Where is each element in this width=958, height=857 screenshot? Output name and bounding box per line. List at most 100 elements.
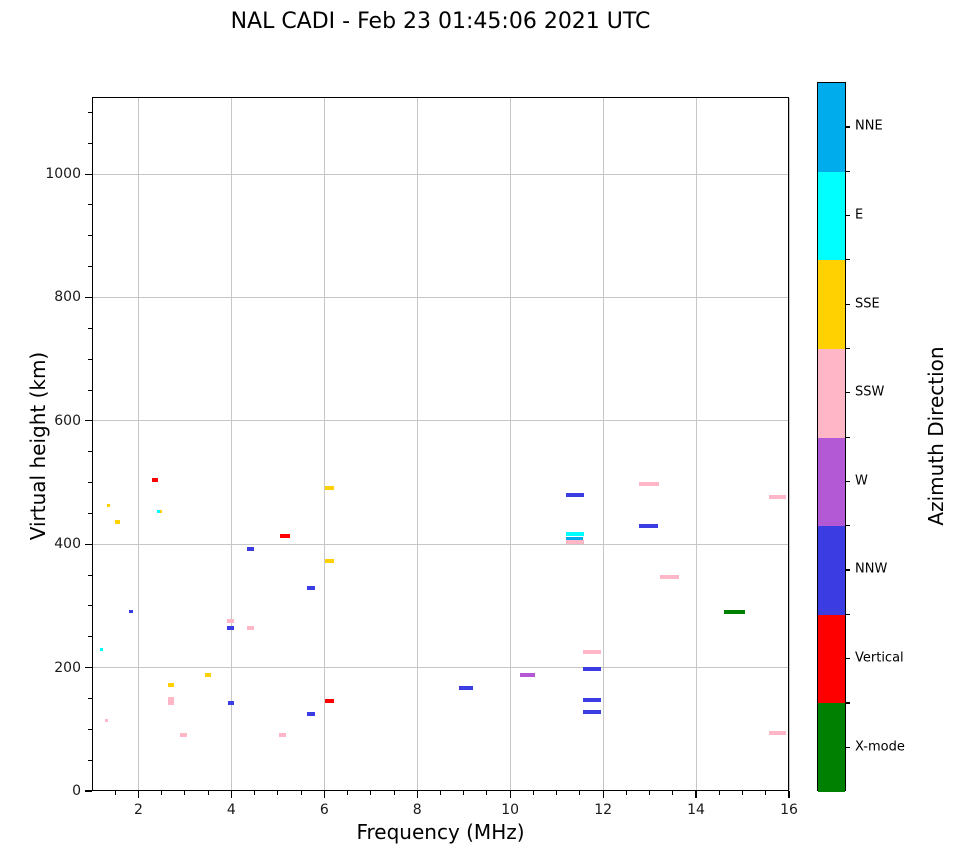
x-minor-tick xyxy=(114,791,116,795)
x-tick-8 xyxy=(416,791,418,798)
x-tick-4 xyxy=(230,791,232,798)
y-minor-tick xyxy=(88,512,92,514)
data-point-vertical xyxy=(151,477,158,482)
colorbar-segment-nne xyxy=(818,83,845,172)
data-point-nnw xyxy=(459,685,474,690)
x-tick-label-8: 8 xyxy=(412,802,422,818)
y-tick-800 xyxy=(85,296,92,299)
y-minor-tick xyxy=(88,574,92,576)
x-tick-label-16: 16 xyxy=(780,802,798,818)
x-minor-tick xyxy=(347,791,349,795)
colorbar-segment-nnw xyxy=(818,526,845,615)
colorbar-tick xyxy=(846,126,850,128)
colorbar-boundary-tick xyxy=(846,613,850,615)
y-tick-1000 xyxy=(85,173,92,175)
data-point-sse xyxy=(115,520,120,525)
y-minor-tick xyxy=(88,358,92,360)
x-minor-tick xyxy=(672,791,674,795)
gridline-y-400 xyxy=(93,543,788,545)
y-tick-label-600: 600 xyxy=(54,412,81,429)
data-point-sse xyxy=(204,672,212,677)
gridline-y-200 xyxy=(93,667,788,669)
colorbar-tick xyxy=(846,480,850,482)
x-axis-label: Frequency (MHz) xyxy=(356,820,525,844)
colorbar-label-sse: SSE xyxy=(855,296,880,312)
y-minor-tick xyxy=(88,111,92,113)
x-tick-label-2: 2 xyxy=(133,802,143,818)
colorbar-boundary-tick xyxy=(846,347,850,350)
gridline-x-4 xyxy=(230,98,232,790)
data-point-sse xyxy=(324,559,335,564)
y-minor-tick xyxy=(88,605,92,607)
x-minor-tick xyxy=(254,791,256,795)
colorbar-tick xyxy=(846,746,850,748)
x-minor-tick xyxy=(625,791,627,795)
chart-title: NAL CADI - Feb 23 01:45:06 2021 UTC xyxy=(230,9,651,34)
colorbar-label-w: W xyxy=(855,473,868,489)
x-minor-tick xyxy=(463,791,465,795)
x-minor-tick xyxy=(579,791,581,795)
data-point-nnw xyxy=(128,610,133,614)
x-minor-tick xyxy=(277,791,279,795)
x-minor-tick xyxy=(207,791,209,795)
colorbar-tick xyxy=(846,392,850,394)
y-tick-label-0: 0 xyxy=(72,783,81,799)
x-minor-tick xyxy=(765,791,767,795)
y-minor-tick xyxy=(88,728,92,730)
data-point-nnw xyxy=(227,625,235,630)
x-minor-tick xyxy=(649,791,651,795)
colorbar-segment-sse xyxy=(818,260,845,349)
data-point-ssw xyxy=(179,733,187,738)
data-point-x-mode xyxy=(723,609,745,614)
colorbar-segment-x-mode xyxy=(818,703,845,792)
y-minor-tick xyxy=(88,204,92,206)
y-minor-tick xyxy=(88,482,92,484)
data-point-sse xyxy=(324,486,335,491)
data-point-e xyxy=(157,509,161,513)
data-point-nne xyxy=(565,537,584,542)
data-point-sse xyxy=(107,504,111,508)
x-tick-10 xyxy=(509,791,511,798)
colorbar-segment-vertical xyxy=(818,614,845,704)
y-minor-tick xyxy=(88,235,92,237)
gridline-x-14 xyxy=(695,98,697,790)
x-minor-tick xyxy=(440,791,441,795)
data-point-ssw xyxy=(247,625,254,630)
colorbar-title: Azimuth Direction xyxy=(924,346,948,526)
y-minor-tick xyxy=(88,697,92,699)
colorbar-boundary-tick xyxy=(846,525,850,527)
y-tick-0 xyxy=(85,790,92,792)
x-tick-12 xyxy=(602,791,604,798)
gridline-x-8 xyxy=(416,98,418,790)
colorbar-segment-w xyxy=(818,437,845,527)
data-point-sse xyxy=(168,683,175,688)
x-tick-14 xyxy=(695,791,697,798)
x-tick-label-4: 4 xyxy=(226,802,236,818)
y-tick-label-800: 800 xyxy=(54,289,81,306)
colorbar-label-e: E xyxy=(855,207,864,223)
x-minor-tick xyxy=(486,791,488,795)
gridline-x-16 xyxy=(788,98,790,790)
y-tick-400 xyxy=(85,543,92,545)
colorbar-label-nne: NNE xyxy=(855,118,883,134)
data-point-ssw xyxy=(168,700,175,705)
colorbar-segment-ssw xyxy=(818,348,845,438)
x-tick-label-10: 10 xyxy=(501,802,520,818)
colorbar-label-ssw: SSW xyxy=(855,384,885,400)
x-tick-16 xyxy=(788,791,790,798)
data-point-ssw xyxy=(659,575,680,580)
y-minor-tick xyxy=(88,451,92,453)
data-point-ssw xyxy=(639,481,659,486)
data-point-nnw xyxy=(583,710,601,715)
colorbar-tick xyxy=(846,214,850,217)
x-minor-tick xyxy=(184,791,186,795)
gridline-x-12 xyxy=(602,98,604,790)
data-point-nnw xyxy=(246,546,254,551)
gridline-x-2 xyxy=(137,98,139,790)
y-minor-tick xyxy=(88,759,92,761)
x-minor-tick xyxy=(393,791,395,795)
x-minor-tick xyxy=(556,791,558,795)
gridline-x-10 xyxy=(509,98,511,790)
x-tick-label-6: 6 xyxy=(319,802,329,818)
